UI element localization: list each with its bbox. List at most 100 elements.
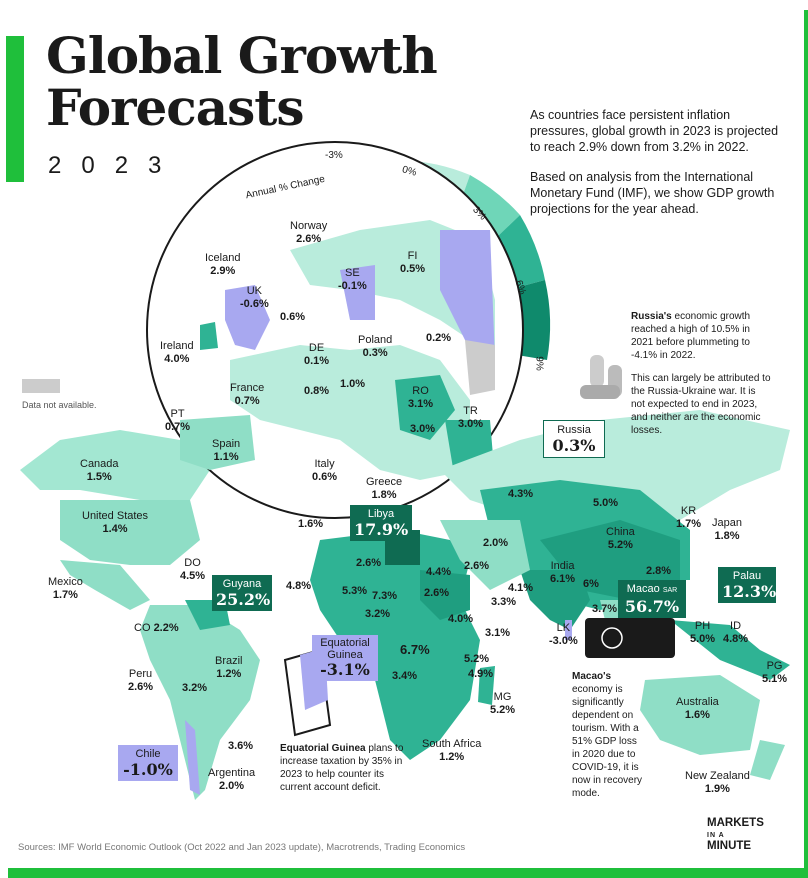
label-italy: Italy 0.6% bbox=[312, 458, 338, 483]
label-libya: Libya 17.9% bbox=[350, 505, 412, 541]
accent-bar bbox=[6, 36, 24, 182]
label-angola: 3.4% bbox=[392, 670, 418, 682]
label-mg: MG 5.2% bbox=[490, 691, 516, 716]
page-title: Global Growth Forecasts bbox=[46, 26, 438, 137]
label-se: SE -0.1% bbox=[338, 267, 367, 292]
label-mongolia: 5.0% bbox=[593, 497, 619, 509]
label-baltic: 0.2% bbox=[426, 332, 452, 344]
scale-band-9 bbox=[515, 280, 551, 360]
year-label: 2023 bbox=[48, 152, 182, 179]
label-tz: 5.2% bbox=[464, 653, 490, 665]
passport-illustration bbox=[585, 618, 675, 658]
russia-inset-shape bbox=[440, 230, 495, 360]
label-greece: Greece 1.8% bbox=[366, 476, 403, 501]
bullet-illustration bbox=[580, 355, 622, 399]
label-algeria: 2.6% bbox=[356, 557, 382, 569]
label-mali: 5.3% bbox=[342, 585, 368, 597]
label-argentina: Argentina 2.0% bbox=[208, 767, 256, 792]
label-russia: Russia 0.3% bbox=[543, 420, 605, 458]
label-eq-guinea: Equatorial Guinea -3.1% bbox=[312, 635, 378, 681]
east-africa-shape bbox=[420, 570, 470, 620]
label-france: France 0.7% bbox=[230, 382, 265, 407]
label-do: DO 4.5% bbox=[180, 557, 206, 582]
label-australia: Australia 1.6% bbox=[676, 696, 719, 721]
madagascar-shape bbox=[478, 666, 495, 705]
sweden-shape bbox=[340, 265, 375, 320]
label-pt: PT 0.7% bbox=[165, 408, 191, 433]
indonesia-shape bbox=[670, 620, 790, 680]
label-niger: 7.3% bbox=[372, 590, 398, 602]
label-tunisia: 1.6% bbox=[298, 518, 324, 530]
label-ireland: Ireland 4.0% bbox=[160, 340, 194, 365]
canada-shape bbox=[20, 430, 210, 500]
label-japan: Japan 1.8% bbox=[712, 517, 742, 542]
frame-bottom bbox=[8, 868, 806, 878]
europe-inset bbox=[146, 141, 524, 519]
label-kz: 4.3% bbox=[508, 488, 534, 500]
romania-shape bbox=[395, 375, 455, 440]
label-iceland: Iceland 2.9% bbox=[205, 252, 241, 277]
legend-na-text: Data not available. bbox=[22, 400, 97, 410]
intro-paragraph-1: As countries face persistent inflation p… bbox=[530, 108, 779, 154]
label-lk: LK -3.0% bbox=[549, 622, 578, 647]
label-nz: New Zealand 1.9% bbox=[685, 770, 750, 795]
label-fi: FI 0.5% bbox=[400, 250, 426, 275]
us-shape bbox=[60, 500, 200, 565]
label-be: 0.8% bbox=[304, 385, 330, 397]
label-bolivia: 3.2% bbox=[182, 682, 208, 694]
frame-edge bbox=[804, 10, 808, 878]
uk-shape bbox=[225, 285, 270, 350]
ireland-shape bbox=[200, 322, 218, 350]
na-swatch bbox=[22, 379, 60, 393]
label-id: ID 4.8% bbox=[723, 620, 749, 645]
label-egypt: 4.4% bbox=[426, 566, 452, 578]
intro-text: As countries face persistent inflation p… bbox=[530, 107, 790, 231]
label-peru: Peru 2.6% bbox=[128, 668, 154, 693]
label-th: 3.7% bbox=[592, 603, 618, 615]
scale-tick-9: 9% bbox=[533, 356, 545, 371]
label-spain: Spain 1.1% bbox=[212, 438, 241, 463]
label-macao: Macao SAR 56.7% bbox=[618, 580, 686, 618]
label-ethiopia: 4.0% bbox=[448, 613, 474, 625]
label-vn: 2.8% bbox=[646, 565, 672, 577]
asia-shapes bbox=[440, 410, 790, 780]
note-macao: Macao's economy is significantly depende… bbox=[572, 671, 643, 799]
label-mm: 6% bbox=[583, 578, 599, 590]
americas-shapes bbox=[20, 430, 260, 800]
label-mexico: Mexico 1.7% bbox=[48, 576, 83, 601]
iberia-shape bbox=[180, 415, 255, 470]
label-de: DE 0.1% bbox=[304, 342, 330, 367]
label-kr: KR 1.7% bbox=[676, 505, 702, 530]
label-chile: Chile -1.0% bbox=[118, 745, 178, 781]
label-poland: Poland 0.3% bbox=[358, 334, 393, 359]
label-iran: 2.6% bbox=[464, 560, 490, 572]
sources-footnote: Sources: IMF World Economic Outlook (Oct… bbox=[18, 842, 466, 853]
label-at: 1.0% bbox=[340, 378, 366, 390]
label-china: China 5.2% bbox=[606, 526, 635, 551]
label-us: United States 1.4% bbox=[82, 510, 149, 535]
label-morocco-w: 4.8% bbox=[286, 580, 312, 592]
label-canada: Canada 1.5% bbox=[80, 458, 119, 483]
note-russia: Russia's economic growth reached a high … bbox=[631, 311, 771, 436]
label-brazil: Brazil 1.2% bbox=[215, 655, 243, 680]
label-nigeria: 3.2% bbox=[365, 608, 391, 620]
mexico-shape bbox=[60, 560, 150, 610]
label-co: CO 2.2% bbox=[134, 622, 179, 634]
australia-shape bbox=[640, 675, 760, 755]
intro-paragraph-2: Based on analysis from the International… bbox=[530, 170, 775, 216]
nz-shape bbox=[750, 740, 785, 780]
note-eq-guinea: Equatorial Guinea plans to increase taxa… bbox=[280, 743, 404, 793]
india-shape bbox=[520, 570, 590, 630]
label-pg: PG 5.1% bbox=[762, 660, 788, 685]
label-sudan: 2.6% bbox=[424, 587, 450, 599]
label-guyana: Guyana 25.2% bbox=[212, 575, 272, 611]
label-tr: TR 3.0% bbox=[458, 405, 484, 430]
south-america-shape bbox=[140, 605, 260, 800]
label-palau: Palau 12.3% bbox=[718, 567, 776, 603]
label-uruguay: 3.6% bbox=[228, 740, 254, 752]
label-kenya: 3.1% bbox=[485, 627, 511, 639]
label-nl: 0.6% bbox=[280, 311, 306, 323]
label-yemen: 3.3% bbox=[491, 596, 517, 608]
